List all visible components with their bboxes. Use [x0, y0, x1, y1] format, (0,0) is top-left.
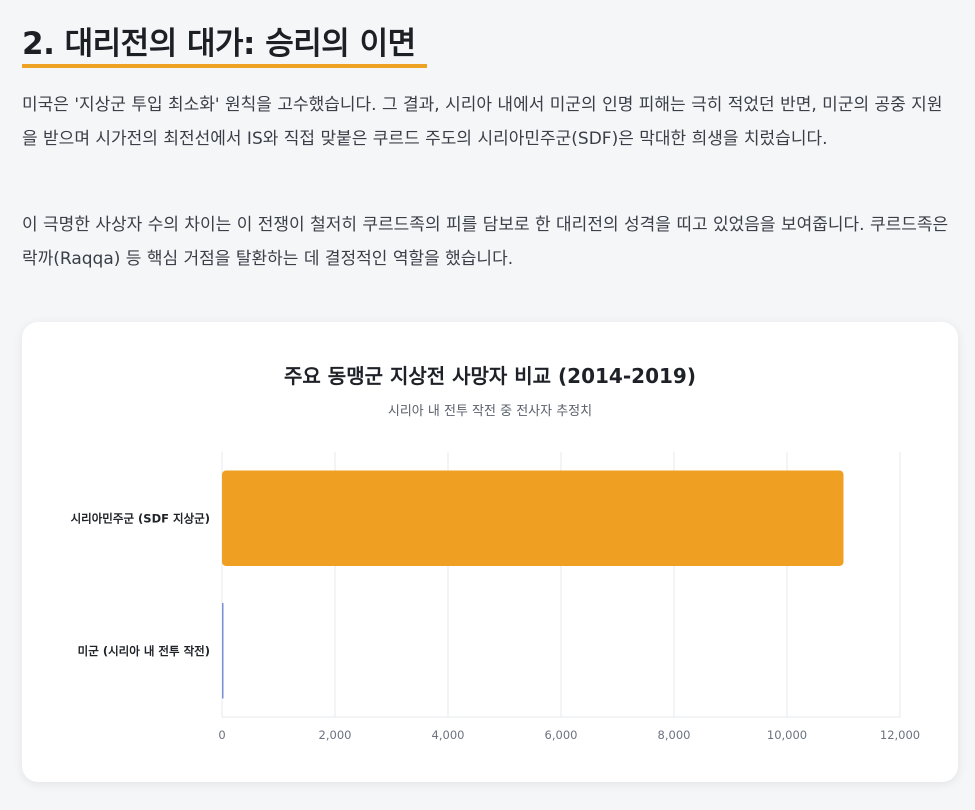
x-tick-label: 4,000	[432, 728, 465, 742]
chart-subtitle: 시리아 내 전투 작전 중 전사자 추정치	[387, 404, 593, 419]
bar-1	[222, 603, 224, 699]
x-tick-labels: 0 2,000 4,000 6,000 8,000 10,000 12,000	[218, 728, 920, 742]
category-label: 시리아민주군 (SDF 지상군)	[71, 511, 210, 525]
paragraph-casualty-policy: 미국은 '지상군 투입 최소화' 원칙을 고수했습니다. 그 결과, 시리아 내…	[22, 95, 943, 149]
title-underline	[22, 64, 427, 68]
x-tick-label: 2,000	[319, 728, 352, 742]
x-tick-label: 12,000	[880, 728, 920, 742]
bars	[222, 470, 844, 699]
bar-chart: 시리아민주군 (SDF 지상군) 미군 (시리아 내 전투 작전) 0 2,000 4…	[71, 452, 920, 742]
x-tick-label: 0	[218, 728, 225, 742]
chart-title: 주요 동맹군 지상전 사망자 비교 (2014-2019)	[284, 364, 696, 388]
category-labels: 시리아민주군 (SDF 지상군) 미군 (시리아 내 전투 작전)	[71, 511, 210, 658]
x-tick-label: 10,000	[767, 728, 807, 742]
category-label: 미군 (시리아 내 전투 작전)	[78, 644, 210, 658]
bar-0	[222, 470, 844, 566]
x-tick-label: 6,000	[545, 728, 578, 742]
paragraph-proxy-war: 이 극명한 사상자 수의 차이는 이 전쟁이 철저히 쿠르드족의 피를 담보로 …	[22, 215, 949, 269]
section-title: 2. 대리전의 대가: 승리의 이면	[22, 26, 416, 62]
x-tick-label: 8,000	[658, 728, 691, 742]
chart-card: 주요 동맹군 지상전 사망자 비교 (2014-2019) 시리아 내 전투 작…	[22, 322, 958, 782]
